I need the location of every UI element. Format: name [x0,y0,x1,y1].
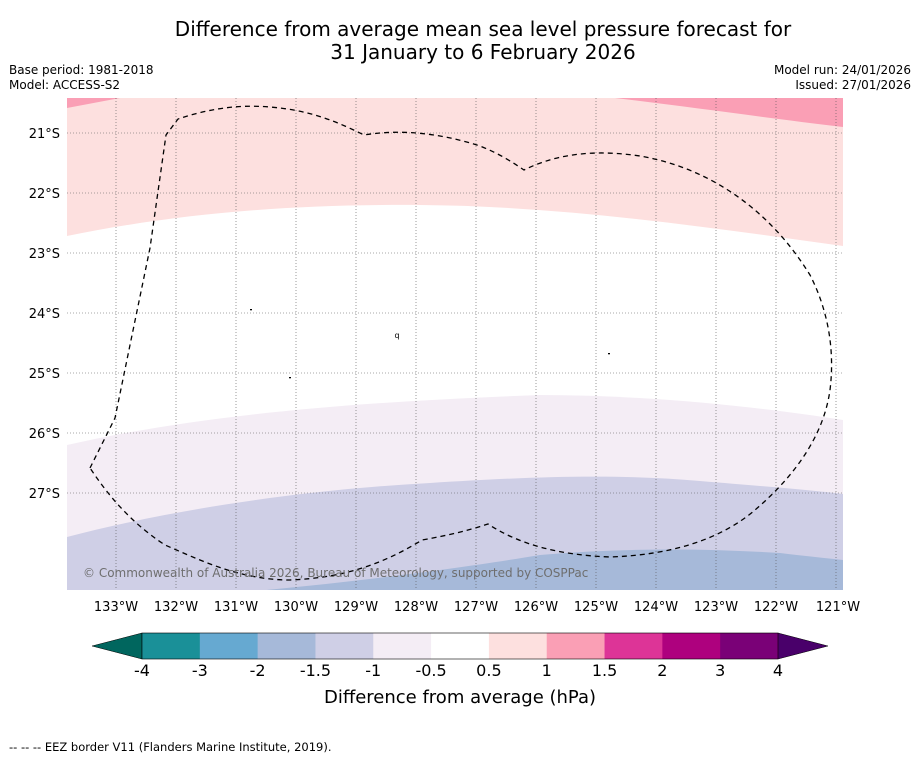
lon-label: 130°W [274,600,318,615]
lat-label: 21°S [29,127,60,142]
colorbar-bin [488,633,548,659]
island-marker [608,353,610,355]
colorbar-bin [257,633,316,659]
lat-label: 22°S [29,187,60,202]
copyright-text: © Commonwealth of Australia 2026, Bureau… [83,566,588,580]
lon-label: 123°W [694,600,738,615]
colorbar-tick-label: -1 [365,661,381,680]
lon-label: 132°W [154,600,198,615]
band-m2-m1p5 [266,549,843,590]
title-line-2: 31 January to 6 February 2026 [330,40,636,64]
colorbar-tick-label: 0.5 [476,661,501,680]
eez-footnote: -- -- -- EEZ border V11 (Flanders Marine… [9,740,332,754]
longitude-gridlines [115,98,837,590]
map-area: q © Commonwealth of Australia 2026, Bure… [67,98,843,590]
model-text: Model: ACCESS-S2 [9,78,121,92]
colorbar-high-arrow [777,632,829,660]
colorbar-tick-label: -4 [134,661,150,680]
eez-border [89,105,833,581]
lon-label: 124°W [634,600,678,615]
island-marker [289,377,291,379]
lat-label: 23°S [29,247,60,262]
lat-label: 25°S [29,367,60,382]
colorbar-bin [431,633,490,659]
title-line-1: Difference from average mean sea level p… [174,17,792,41]
colorbar-tick-label: -2 [250,661,266,680]
colorbar-tick-label: 2 [657,661,667,680]
base-period-text: Base period: 1981-2018 [9,63,154,77]
colorbar-bin [142,633,201,659]
colorbar-tick-label: 4 [773,661,783,680]
colorbar-bin [199,633,259,659]
island-marker [250,309,252,311]
colorbar-bin [604,633,663,659]
island-marker-label: q [394,331,399,340]
colorbar-tick-label: -3 [192,661,208,680]
lon-label: 127°W [454,600,498,615]
lon-label: 125°W [574,600,618,615]
colorbar-ticks: -4 -3 -2 -1.5 -1 -0.5 0.5 1 1.5 2 3 4 [134,661,783,680]
colorbar-low-arrow [91,632,143,660]
band-0p5-1 [67,98,843,246]
colorbar-bins [142,633,779,659]
colorbar: -4 -3 -2 -1.5 -1 -0.5 0.5 1 1.5 2 3 4 Difference fr… [91,632,829,708]
colorbar-tick-label: 1 [542,661,552,680]
lon-label: 122°W [754,600,798,615]
colorbar-bin [315,633,374,659]
chart-title: Difference from average mean sea level p… [0,18,919,64]
colorbar-label: Difference from average (hPa) [324,687,596,708]
colorbar-tick-label: -1.5 [300,661,331,680]
band-1-1p5-east [615,98,843,127]
meta-right: Model run: 24/01/2026 Issued: 27/01/2026 [774,63,911,93]
lat-label: 24°S [29,307,60,322]
latitude-labels: 21°S 22°S 23°S 24°S 25°S 26°S 27°S [29,127,60,502]
model-run-text: Model run: 24/01/2026 [773,63,911,77]
lon-label: 126°W [514,600,558,615]
colorbar-tick-label: 1.5 [592,661,617,680]
colorbar-bin [373,633,432,659]
lon-label: 128°W [394,600,438,615]
lon-label: 131°W [214,600,258,615]
lon-label: 121°W [816,600,860,615]
lon-label: 133°W [94,600,138,615]
lon-label: 129°W [334,600,378,615]
latitude-gridlines [67,132,843,494]
meta-left: Base period: 1981-2018 Model: ACCESS-S2 [9,63,154,93]
issued-text: Issued: 27/01/2026 [795,78,911,92]
colorbar-bin [720,633,779,659]
longitude-labels: 133°W 132°W 131°W 130°W 129°W 128°W 127°… [94,600,860,615]
colorbar-bin [662,633,721,659]
lat-label: 27°S [29,487,60,502]
lat-label: 26°S [29,427,60,442]
colorbar-outline [141,632,779,660]
colorbar-tick-label: 3 [715,661,725,680]
colorbar-bin [546,633,605,659]
band-1-1p5 [67,98,120,108]
colorbar-tick-label: -0.5 [415,661,446,680]
